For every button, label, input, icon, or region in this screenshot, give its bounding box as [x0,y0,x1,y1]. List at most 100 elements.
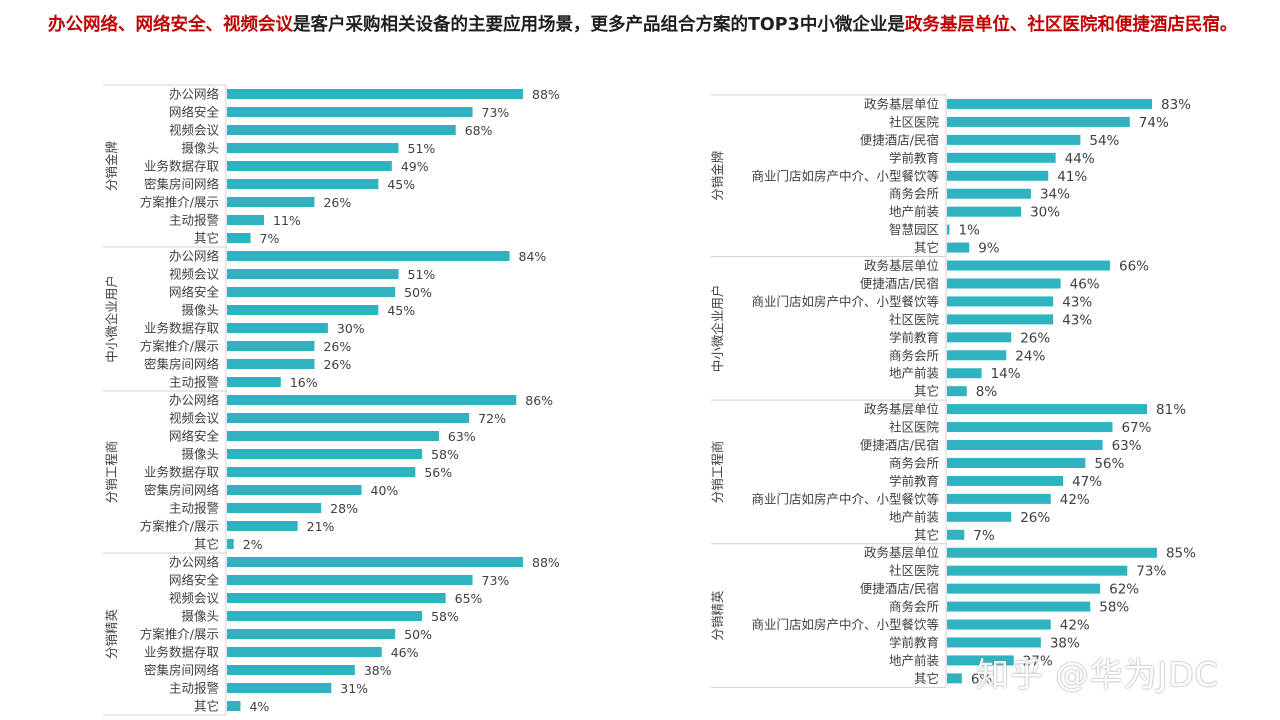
bar [227,251,510,261]
category-label: 业务数据存取 [144,321,220,336]
bar [947,440,1103,451]
bar [227,89,523,99]
bar [947,404,1148,415]
category-label: 密集房间网络 [144,483,220,498]
bar [947,655,1014,666]
category-label: 学前教育 [889,150,939,165]
category-label: 方案推介/展示 [140,627,219,642]
category-label: 摄像头 [181,141,219,156]
category-label: 密集房间网络 [144,177,220,192]
category-label: 商业门店如房产中介、小型餐饮等 [751,617,939,632]
data-label: 30% [337,321,365,336]
bar [947,368,982,379]
bar [227,125,456,135]
data-label: 73% [1136,564,1166,580]
category-label: 其它 [914,671,939,686]
data-label: 45% [387,303,415,318]
bar-group: 政务基层单位 66% 便捷酒店/民宿 46% 商业门店如房产中介、小型餐饮等 43% 社区医… [710,256,1149,400]
group-label: 中小微企业用户 [104,275,119,363]
data-label: 38% [1050,635,1080,651]
bar [227,467,416,477]
data-label: 86% [525,393,553,408]
data-label: 62% [1109,582,1139,598]
group-label: 分销工程商 [710,441,725,504]
data-label: 44% [1065,151,1095,167]
category-label: 便捷酒店/民宿 [860,276,939,291]
data-label: 14% [991,366,1021,382]
bar-group: 政务基层单位 81% 社区医院 67% 便捷酒店/民宿 63% 商务会所 56% 学前教育 47%… [710,399,1186,544]
bar [947,278,1061,289]
group-label: 分销金牌 [104,141,119,191]
category-label: 社区医院 [889,114,940,129]
data-label: 21% [307,519,335,534]
data-label: 88% [532,87,560,102]
data-label: 16% [290,375,318,390]
bar [947,314,1054,325]
group-label: 中小微企业用户 [710,285,725,373]
data-label: 51% [408,141,436,156]
bar [947,260,1111,271]
category-label: 社区医院 [889,312,940,327]
category-label: 摄像头 [181,303,219,318]
bar [227,557,523,567]
bar [227,359,315,369]
data-label: 6% [971,671,993,687]
watermark-text: 知乎 @华为JDC [976,655,1219,694]
bar [227,575,473,585]
data-label: 43% [1062,312,1092,328]
data-label: 31% [340,681,368,696]
category-label: 网络安全 [169,573,220,588]
bar [947,565,1128,576]
category-label: 社区医院 [889,420,940,435]
bar [947,386,967,397]
bar [227,215,264,225]
category-label: 主动报警 [169,501,219,516]
bar [947,601,1091,612]
group-label: 分销精英 [710,590,725,641]
data-label: 38% [364,663,392,678]
data-label: 40% [371,483,399,498]
data-label: 58% [1099,600,1129,616]
data-label: 4% [249,699,269,714]
bar [947,547,1157,558]
category-label: 商务会所 [889,348,939,363]
title-segment-3: 政务基层单位、社区医院和便捷酒店民宿。 [904,15,1238,35]
category-label: 地产前装 [889,509,939,524]
data-label: 43% [1062,294,1092,310]
category-label: 学前教育 [889,330,939,345]
data-label: 26% [323,357,351,372]
data-label: 26% [323,339,351,354]
category-label: 业务数据存取 [144,159,220,174]
category-label: 政务基层单位 [864,545,939,560]
bar [947,583,1101,594]
data-label: 41% [1057,169,1087,185]
category-label: 视频会议 [169,123,220,138]
data-label: 26% [323,195,351,210]
data-label: 49% [401,159,429,174]
category-label: 便捷酒店/民宿 [860,132,939,147]
data-label: 85% [1166,546,1196,562]
category-label: 政务基层单位 [864,402,939,417]
category-label: 智慧园区 [889,222,939,237]
category-label: 视频会议 [169,267,220,282]
data-label: 84% [519,249,547,264]
category-label: 商务会所 [889,455,939,470]
bar [947,170,1049,181]
bar [947,619,1051,630]
bar [227,683,332,693]
data-label: 58% [431,447,459,462]
category-label: 方案推介/展示 [140,519,219,534]
category-label: 业务数据存取 [144,465,220,480]
category-label: 办公网络 [169,555,220,570]
data-label: 50% [404,627,432,642]
data-label: 58% [431,609,459,624]
bar-group: 办公网络 86% 视频会议 72% 网络安全 63% 摄像头 58% 业务数据存取 56% 密集房间… [103,390,553,552]
bar-group: 政务基层单位 83% 社区医院 74% 便捷酒店/民宿 54% 学前教育 44% 商业门店如房产… [710,94,1191,257]
category-label: 便捷酒店/民宿 [860,581,939,596]
data-label: 63% [1112,438,1142,454]
category-label: 网络安全 [169,105,220,120]
data-label: 7% [260,231,280,246]
data-label: 47% [1072,474,1102,490]
bar [947,350,1007,361]
